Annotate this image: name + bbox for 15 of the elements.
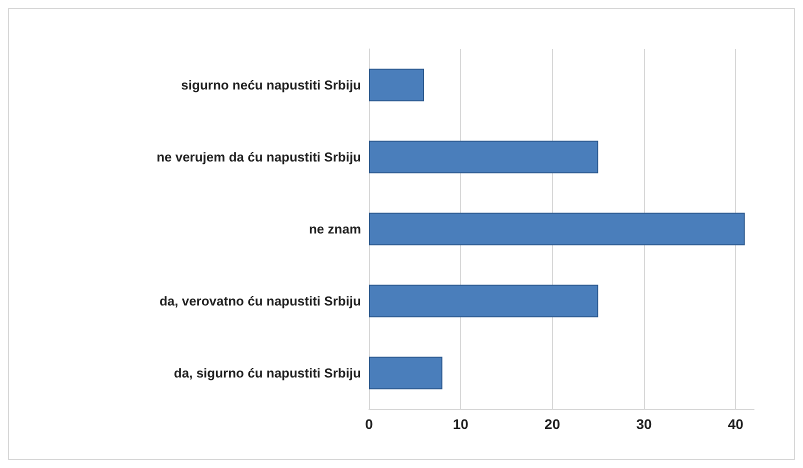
- bar: [369, 68, 424, 102]
- x-tick-label: 30: [636, 416, 652, 432]
- y-tick-label: sigurno neću napustiti Srbiju: [181, 78, 362, 92]
- bar: [369, 140, 598, 174]
- x-tick-label: 10: [452, 416, 469, 432]
- x-tick-label: 0: [365, 416, 374, 432]
- y-tick-label: ne znam: [308, 222, 361, 236]
- y-tick-label: ne verujem da ću napustiti Srbiju: [156, 150, 362, 164]
- x-tick-label: 20: [544, 416, 560, 432]
- bar: [369, 284, 598, 318]
- x-tick-label: 40: [728, 416, 744, 432]
- bar: [369, 356, 442, 390]
- y-tick-label: da, verovatno ću napustiti Srbiju: [159, 294, 362, 308]
- bar: [369, 212, 745, 246]
- y-tick-label: da, sigurno ću napustiti Srbiju: [174, 366, 362, 380]
